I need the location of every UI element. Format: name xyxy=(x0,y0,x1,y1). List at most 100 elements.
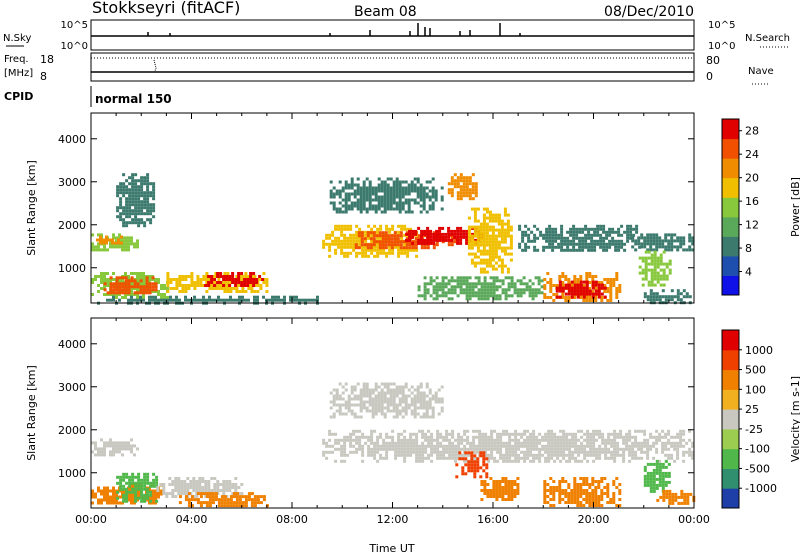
echo-cell xyxy=(691,441,695,445)
echo-cell xyxy=(476,261,480,265)
echo-cell xyxy=(364,233,368,237)
echo-cell xyxy=(652,239,656,243)
echo-cell xyxy=(181,290,185,293)
echo-cell xyxy=(356,198,360,202)
echo-cell xyxy=(418,447,422,451)
echo-cell xyxy=(570,501,574,504)
echo-cell xyxy=(611,239,615,243)
echo-cell xyxy=(523,441,527,445)
echo-cell xyxy=(436,441,440,445)
echo-cell xyxy=(445,444,449,448)
echo-cell xyxy=(217,498,221,502)
echo-cell xyxy=(423,241,427,245)
echo-cell xyxy=(537,279,541,283)
echo-cell xyxy=(596,239,600,243)
echo-cell xyxy=(616,453,620,457)
echo-cell xyxy=(116,496,120,500)
echo-cell xyxy=(377,201,381,205)
echo-cell xyxy=(544,450,548,454)
echo-cell xyxy=(157,278,160,281)
echo-cell xyxy=(131,200,135,204)
echo-cell xyxy=(465,179,469,183)
echo-cell xyxy=(149,493,153,497)
echo-cell xyxy=(174,480,178,483)
echo-cell xyxy=(106,486,109,490)
echo-cell xyxy=(238,498,242,502)
echo-cell xyxy=(385,251,389,255)
echo-cell xyxy=(143,475,147,479)
echo-cell xyxy=(395,183,399,187)
echo-cell xyxy=(444,282,448,286)
echo-cell xyxy=(554,230,558,234)
echo-cell xyxy=(560,236,564,240)
echo-cell xyxy=(134,191,138,195)
echo-cell xyxy=(246,281,250,284)
echo-cell xyxy=(401,189,405,193)
echo-cell xyxy=(667,453,671,457)
echo-cell xyxy=(462,179,466,183)
echo-cell xyxy=(413,186,417,190)
echo-cell xyxy=(410,409,414,413)
echo-cell xyxy=(487,456,491,460)
echo-cell xyxy=(422,394,426,398)
echo-cell xyxy=(175,278,179,281)
echo-cell xyxy=(655,465,659,469)
echo-cell xyxy=(122,221,126,225)
echo-cell xyxy=(365,195,369,199)
echo-cell xyxy=(225,278,229,281)
echo-cell xyxy=(103,288,107,292)
echo-cell xyxy=(640,447,644,451)
echo-cell xyxy=(355,224,359,228)
echo-cell xyxy=(115,447,118,451)
echo-cell xyxy=(444,285,448,289)
echo-cell xyxy=(688,248,692,252)
echo-cell xyxy=(349,239,353,243)
echo-cell xyxy=(109,489,112,493)
echo-cell xyxy=(632,233,636,237)
echo-cell xyxy=(356,204,360,208)
echo-cell xyxy=(542,236,546,240)
echo-cell xyxy=(497,243,501,247)
echo-cell xyxy=(646,233,650,237)
echo-cell xyxy=(619,435,623,439)
echo-cell xyxy=(513,480,517,483)
echo-cell xyxy=(125,221,129,225)
echo-cell xyxy=(564,495,568,498)
echo-cell xyxy=(124,236,127,240)
echo-cell xyxy=(136,275,139,278)
echo-cell xyxy=(219,483,223,486)
echo-cell xyxy=(347,406,351,410)
echo-cell xyxy=(603,290,607,293)
echo-cell xyxy=(430,459,434,463)
echo-cell xyxy=(146,493,150,497)
echo-cell xyxy=(332,195,336,199)
echo-cell xyxy=(166,290,170,293)
echo-cell xyxy=(125,496,129,500)
echo-cell xyxy=(518,224,522,228)
echo-cell xyxy=(492,276,496,280)
echo-cell xyxy=(587,245,591,249)
echo-cell xyxy=(457,438,461,442)
echo-cell xyxy=(467,466,471,470)
echo-cell xyxy=(482,270,486,274)
echo-cell xyxy=(228,284,232,287)
echo-cell xyxy=(498,486,502,489)
echo-cell xyxy=(350,192,354,196)
echo-cell xyxy=(103,284,106,287)
echo-cell xyxy=(376,438,380,442)
echo-cell xyxy=(118,288,122,292)
echo-cell xyxy=(501,477,505,480)
echo-cell xyxy=(217,501,221,505)
echo-cell xyxy=(543,486,547,489)
echo-cell xyxy=(485,225,489,229)
echo-cell xyxy=(121,288,125,292)
echo-cell xyxy=(482,231,486,235)
echo-cell xyxy=(564,296,568,299)
echo-cell xyxy=(500,222,504,226)
echo-cell xyxy=(582,295,586,299)
echo-cell xyxy=(193,281,197,284)
echo-cell xyxy=(399,231,403,235)
echo-cell xyxy=(369,231,373,235)
echo-cell xyxy=(433,450,437,454)
echo-cell xyxy=(547,447,551,451)
